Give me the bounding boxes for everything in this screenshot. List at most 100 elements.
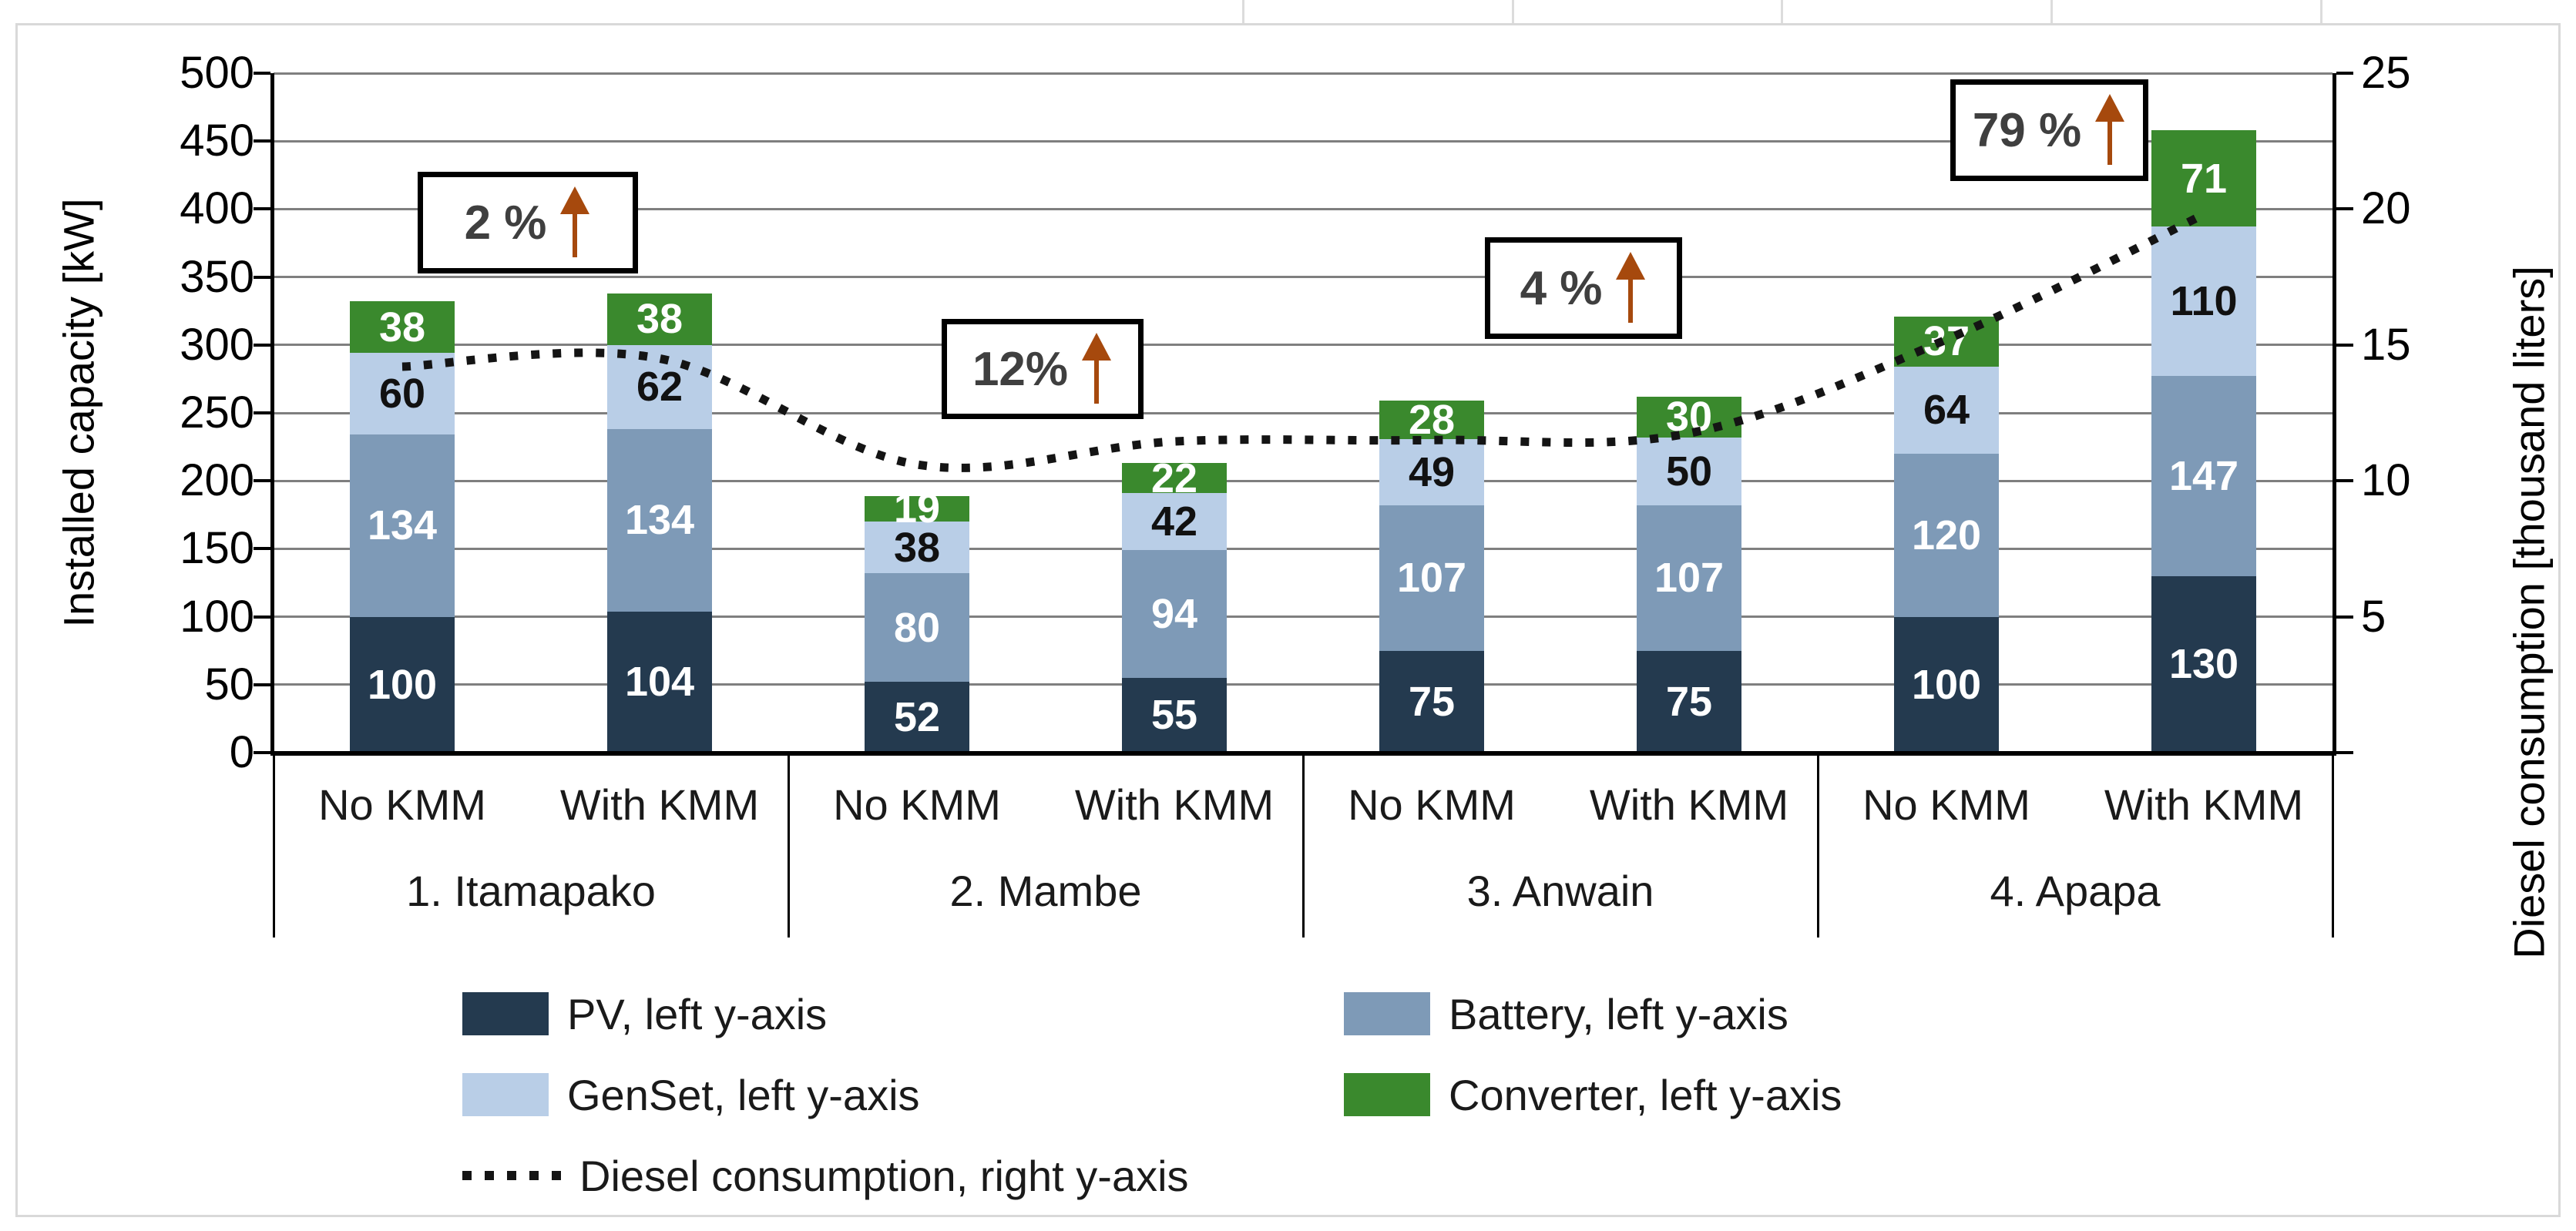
- annotation-text: 12%: [972, 342, 1069, 396]
- bar-segment-battery: 107: [1637, 505, 1741, 651]
- right-axis-tick: [2336, 751, 2353, 754]
- bar-category-label: With KMM: [2104, 780, 2304, 829]
- left-axis-tick: [254, 615, 270, 619]
- bar-segment-battery: 80: [865, 573, 969, 683]
- annotation-text: 4 %: [1520, 261, 1603, 315]
- left-axis-tick: [254, 683, 270, 686]
- frame-artifact-tick: [1781, 0, 1783, 23]
- annotation-text: 2 %: [464, 196, 547, 250]
- bar-segment-genset: 60: [350, 353, 455, 435]
- bar-segment-battery: 147: [2151, 376, 2256, 576]
- legend-dotted-line-icon: [462, 1171, 561, 1180]
- right-axis-tick-label: 15: [2361, 319, 2411, 370]
- grid-line: [274, 207, 2333, 210]
- bar-segment-genset: 64: [1894, 367, 1999, 454]
- group-label: 2. Mambe: [949, 867, 1142, 915]
- bar-value-label: 22: [1150, 454, 1198, 501]
- legend-item: Converter, left y-axis: [1344, 1070, 1842, 1119]
- grid-line: [274, 479, 2333, 482]
- bar-segment-pv: 130: [2151, 575, 2256, 753]
- bar-segment-pv: 52: [865, 682, 969, 753]
- frame-artifact-tick: [2320, 0, 2322, 23]
- increase-arrow-icon: [1614, 250, 1647, 326]
- bar-value-label: 38: [636, 296, 683, 343]
- bar-segment-pv: 75: [1637, 650, 1741, 753]
- left-axis-tick: [254, 72, 270, 75]
- figure-border: [15, 23, 2561, 1217]
- bar-value-label: 80: [893, 604, 941, 651]
- right-axis-tick: [2336, 615, 2353, 619]
- increase-arrow-icon: [2094, 92, 2126, 168]
- bar-value-label: 100: [1911, 661, 1982, 708]
- grid-line: [274, 276, 2333, 279]
- bar-value-label: 134: [624, 497, 695, 544]
- left-axis-tick: [254, 479, 270, 483]
- left-axis-tick-label: 50: [204, 659, 254, 709]
- right-axis-tick-label: 20: [2361, 183, 2411, 234]
- bar-value-label: 75: [1408, 678, 1456, 725]
- grid-line: [274, 411, 2333, 414]
- category-separator: [1817, 753, 1819, 938]
- left-axis-tick-label: 200: [180, 455, 254, 506]
- bar-value-label: 100: [367, 661, 438, 708]
- left-axis-tick-label: 450: [180, 116, 254, 166]
- annotation-box: 2 %: [418, 172, 638, 273]
- legend-swatch-icon: [462, 992, 549, 1035]
- bar-value-label: 60: [378, 371, 426, 418]
- right-axis-title: Diesel consumption [thousand liters]: [2504, 266, 2554, 959]
- bar-segment-converter: 71: [2151, 130, 2256, 227]
- bar-value-label: 64: [1923, 387, 1970, 434]
- legend-swatch-icon: [1344, 992, 1430, 1035]
- left-y-axis-line: [270, 73, 274, 756]
- left-axis-tick-label: 150: [180, 523, 254, 574]
- bar-value-label: 38: [893, 524, 941, 571]
- legend-label: Battery, left y-axis: [1449, 989, 1788, 1038]
- legend-item: GenSet, left y-axis: [462, 1071, 920, 1119]
- category-separator: [273, 753, 275, 938]
- bar-value-label: 37: [1923, 318, 1970, 365]
- group-label: 1. Itamapako: [406, 867, 656, 915]
- right-axis-tick-label: 25: [2361, 48, 2411, 98]
- right-axis-tick-label: 5: [2361, 591, 2386, 642]
- bar-segment-converter: 30: [1637, 394, 1741, 440]
- bar-segment-pv: 100: [350, 616, 455, 753]
- left-axis-tick: [254, 411, 270, 414]
- bar-segment-battery: 134: [350, 434, 455, 617]
- group-label: 3. Anwain: [1466, 867, 1654, 915]
- right-axis-tick: [2336, 207, 2353, 211]
- left-axis-tick-label: 300: [180, 319, 254, 370]
- annotation-text: 79 %: [1972, 103, 2082, 157]
- bar-segment-battery: 94: [1122, 550, 1227, 678]
- left-axis-tick-label: 250: [180, 387, 254, 438]
- left-axis-tick: [254, 275, 270, 279]
- bar-segment-converter: 38: [607, 293, 712, 345]
- bar-value-label: 50: [1665, 448, 1713, 495]
- increase-arrow-icon: [1080, 331, 1113, 407]
- bar-value-label: 110: [2170, 278, 2238, 325]
- bar-value-label: 38: [378, 304, 426, 351]
- right-axis-tick: [2336, 343, 2353, 347]
- bar-value-label: 62: [636, 364, 683, 411]
- left-axis-tick-label: 100: [180, 591, 254, 642]
- left-axis-tick-label: 500: [180, 48, 254, 98]
- right-axis-tick: [2336, 479, 2353, 483]
- grid-line: [274, 344, 2333, 347]
- left-axis-tick: [254, 751, 270, 754]
- annotation-box: 4 %: [1485, 237, 1682, 339]
- bar-value-label: 75: [1665, 678, 1713, 725]
- bar-segment-genset: 38: [865, 522, 969, 574]
- bar-category-label: No KMM: [1862, 780, 2030, 829]
- bar-value-label: 28: [1408, 396, 1456, 443]
- bar-value-label: 104: [624, 659, 695, 706]
- bar-segment-battery: 120: [1894, 453, 1999, 617]
- bar-segment-pv: 75: [1379, 650, 1484, 753]
- legend-label: Converter, left y-axis: [1449, 1070, 1842, 1119]
- bar-segment-battery: 134: [607, 429, 712, 612]
- grid-line: [274, 683, 2333, 686]
- bar-value-label: 52: [893, 694, 941, 741]
- bar-segment-pv: 55: [1122, 677, 1227, 753]
- bar-category-label: No KMM: [318, 780, 486, 829]
- left-axis-tick: [254, 139, 270, 143]
- left-axis-tick-label: 350: [180, 251, 254, 302]
